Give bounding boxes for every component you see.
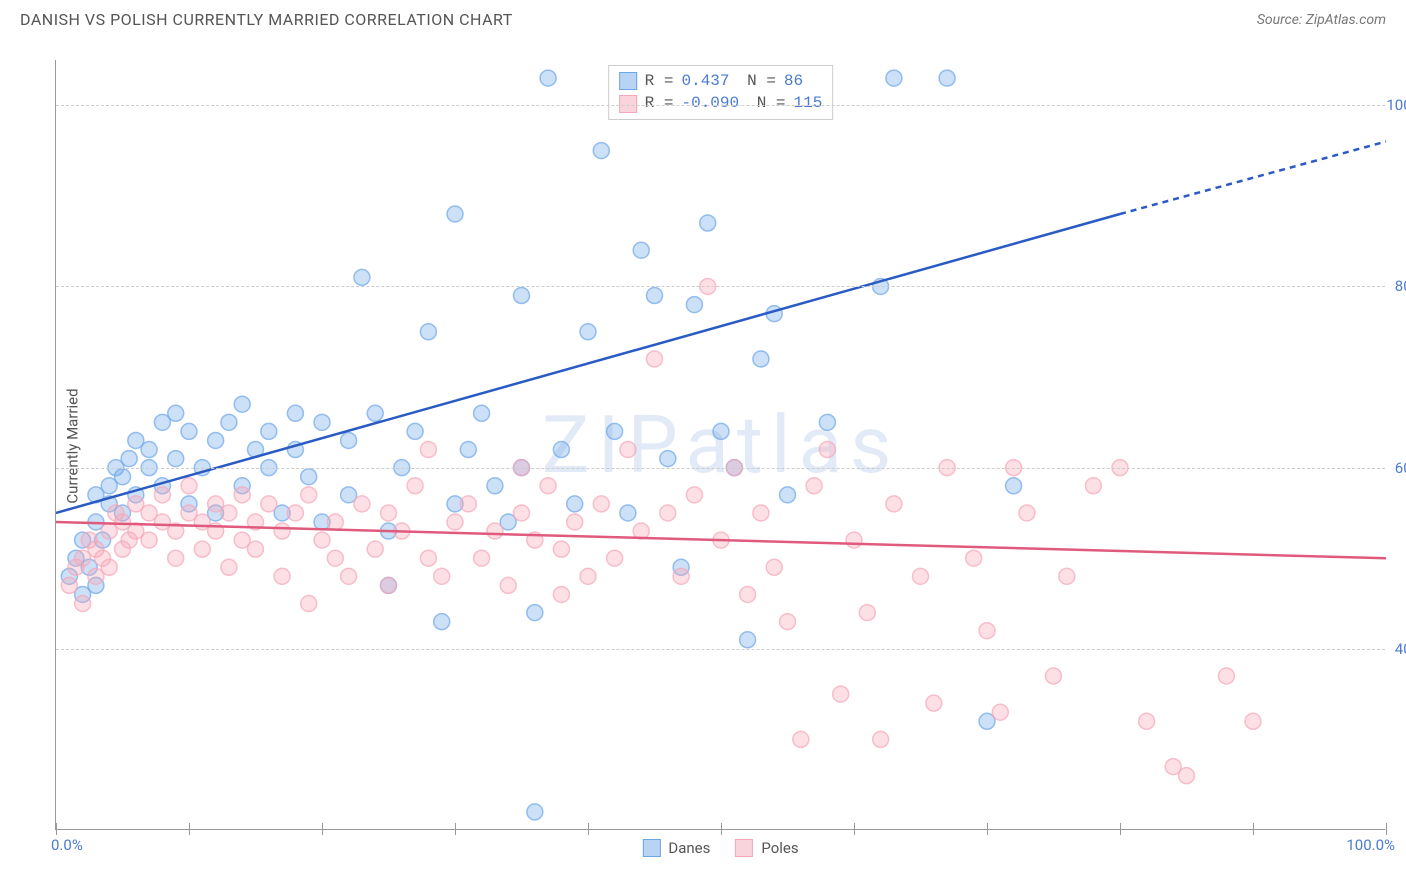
r-value-danes: 0.437 xyxy=(681,70,729,92)
grid-line xyxy=(56,105,1385,106)
legend-item-poles: Poles xyxy=(735,839,798,857)
chart-header: DANISH VS POLISH CURRENTLY MARRIED CORRE… xyxy=(0,0,1406,34)
x-tick-mark xyxy=(322,823,323,835)
legend-label-danes: Danes xyxy=(668,839,710,857)
x-tick-mark xyxy=(1120,823,1121,835)
legend-swatch-bottom-danes xyxy=(642,839,660,857)
grid-line xyxy=(56,468,1385,469)
x-tick-0: 0.0% xyxy=(51,836,83,854)
legend-swatch-poles xyxy=(619,95,637,113)
x-tick-mark xyxy=(56,823,57,835)
chart-plot-area: ZIPatlas R = 0.437 N = 86 R = -0.090 N =… xyxy=(55,60,1385,830)
grid-line xyxy=(56,286,1385,287)
x-tick-mark xyxy=(854,823,855,835)
x-tick-mark xyxy=(1253,823,1254,835)
y-tick-label: 100.0% xyxy=(1375,96,1406,114)
y-tick-label: 40.0% xyxy=(1375,640,1406,658)
grid-line xyxy=(56,649,1385,650)
x-tick-mark xyxy=(1386,823,1387,835)
x-tick-100: 100.0% xyxy=(1346,836,1395,854)
x-tick-mark xyxy=(721,823,722,835)
x-tick-mark xyxy=(987,823,988,835)
legend-label-poles: Poles xyxy=(761,839,798,857)
y-tick-label: 60.0% xyxy=(1375,459,1406,477)
legend-swatch-bottom-poles xyxy=(735,839,753,857)
chart-title: DANISH VS POLISH CURRENTLY MARRIED CORRE… xyxy=(20,10,513,29)
source-attribution: Source: ZipAtlas.com xyxy=(1257,12,1386,28)
stats-legend-box: R = 0.437 N = 86 R = -0.090 N = 115 xyxy=(608,65,834,120)
r-value-poles: -0.090 xyxy=(681,92,739,114)
series-legend: Danes Poles xyxy=(642,839,798,857)
scatter-plot-svg xyxy=(56,60,1385,829)
n-value-danes: 86 xyxy=(784,70,803,92)
x-tick-mark xyxy=(189,823,190,835)
x-tick-mark xyxy=(455,823,456,835)
x-tick-mark xyxy=(588,823,589,835)
stats-legend-row-0: R = 0.437 N = 86 xyxy=(619,70,823,92)
legend-swatch-danes xyxy=(619,72,637,90)
legend-item-danes: Danes xyxy=(642,839,710,857)
y-tick-label: 80.0% xyxy=(1375,277,1406,295)
stats-legend-row-1: R = -0.090 N = 115 xyxy=(619,92,823,114)
n-value-poles: 115 xyxy=(794,92,823,114)
